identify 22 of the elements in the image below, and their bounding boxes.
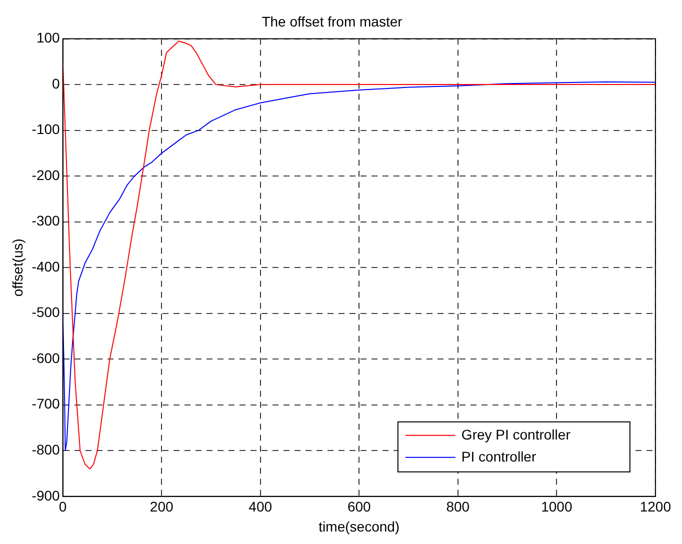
legend-label: PI controller <box>461 448 536 464</box>
x-tick-label: 1200 <box>640 498 672 515</box>
y-tick-label: -300 <box>32 212 60 229</box>
x-tick-label: 800 <box>446 498 470 515</box>
x-tick-label: 600 <box>347 498 372 515</box>
y-tick-label: -100 <box>32 121 60 138</box>
chart-title: The offset from master <box>262 13 403 30</box>
y-tick-label: -400 <box>32 258 60 274</box>
x-tick-label: 200 <box>150 498 174 515</box>
x-tick-label: 400 <box>248 498 272 515</box>
y-tick-label: -900 <box>32 487 60 504</box>
legend-label: Grey PI controller <box>461 426 571 442</box>
y-tick-label: 100 <box>36 30 60 46</box>
y-tick-label: -800 <box>32 442 60 458</box>
y-tick-label: 0 <box>52 75 60 92</box>
y-axis-title: offset(us) <box>9 238 26 297</box>
x-axis-title: time(second) <box>318 518 400 534</box>
y-tick-label: -700 <box>32 396 60 412</box>
y-tick-label: -500 <box>32 304 60 320</box>
x-tick-label: 1000 <box>541 498 572 515</box>
y-tick-label: -600 <box>32 350 60 366</box>
y-tick-label: -200 <box>32 166 60 183</box>
